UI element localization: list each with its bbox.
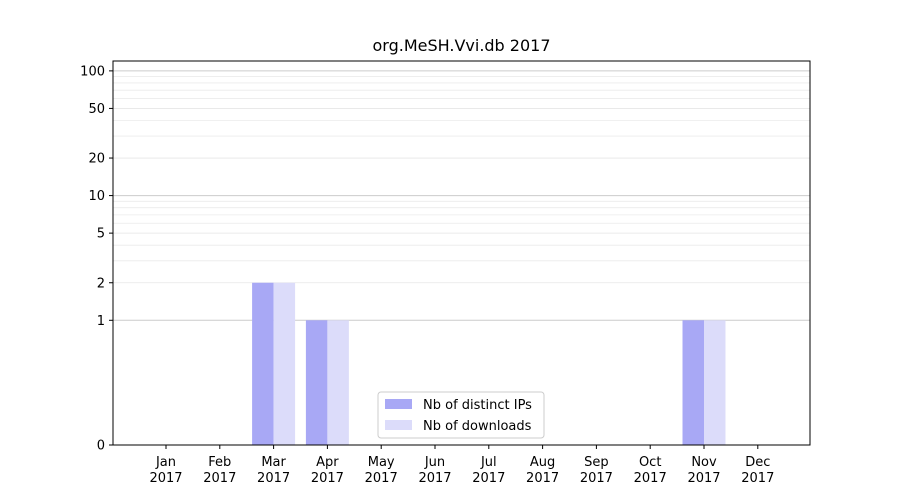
x-axis: Jan 2017 Feb 2017 Mar 2017 Apr 2017 May 2017 Jun 20… bbox=[149, 445, 774, 486]
legend-label: Nb of downloads bbox=[423, 419, 532, 434]
x-tick-label: Jul 2017 bbox=[472, 455, 505, 486]
legend: Nb of distinct IPs Nb of downloads bbox=[377, 391, 545, 439]
x-tick-label: Jan 2017 bbox=[149, 455, 182, 486]
x-tick-label: Feb 2017 bbox=[203, 455, 236, 486]
bar-distinct-ips bbox=[305, 320, 328, 445]
plot-frame bbox=[112, 60, 811, 446]
y-axis: 0 1 2 5 10 20 50 100 bbox=[80, 64, 113, 454]
chart-title: org.MeSH.Vvi.db 2017 bbox=[372, 36, 550, 55]
x-tick-label: May 2017 bbox=[365, 455, 398, 486]
y-tick-label: 50 bbox=[88, 102, 105, 117]
x-tick-label: Dec 2017 bbox=[741, 455, 774, 486]
bar-distinct-ips bbox=[682, 320, 704, 445]
y-tick-label: 2 bbox=[97, 276, 105, 291]
bars bbox=[252, 282, 726, 445]
legend-label: Nb of distinct IPs bbox=[423, 398, 532, 413]
x-tick-label: Jun 2017 bbox=[418, 455, 451, 486]
bar-downloads bbox=[273, 282, 296, 445]
y-tick-label: 0 bbox=[97, 439, 105, 454]
bar-downloads bbox=[704, 320, 726, 445]
x-tick-label: Aug 2017 bbox=[526, 455, 559, 486]
x-tick-label: Sep 2017 bbox=[580, 455, 613, 486]
x-tick-label: Apr 2017 bbox=[311, 455, 344, 486]
bar-downloads bbox=[327, 320, 349, 445]
y-tick-label: 10 bbox=[88, 189, 105, 204]
x-tick-label: Mar 2017 bbox=[257, 455, 290, 486]
y-tick-label: 1 bbox=[97, 314, 105, 329]
legend-swatch bbox=[385, 399, 412, 409]
x-tick-label: Oct 2017 bbox=[634, 455, 667, 486]
legend-box bbox=[377, 391, 545, 439]
bar-distinct-ips bbox=[252, 282, 274, 445]
y-tick-label: 5 bbox=[97, 227, 105, 242]
y-tick-label: 100 bbox=[80, 64, 105, 79]
y-tick-label: 20 bbox=[88, 152, 105, 167]
legend-swatch bbox=[385, 420, 412, 430]
x-tick-label: Nov 2017 bbox=[687, 455, 720, 486]
grid-lines bbox=[113, 70, 810, 321]
